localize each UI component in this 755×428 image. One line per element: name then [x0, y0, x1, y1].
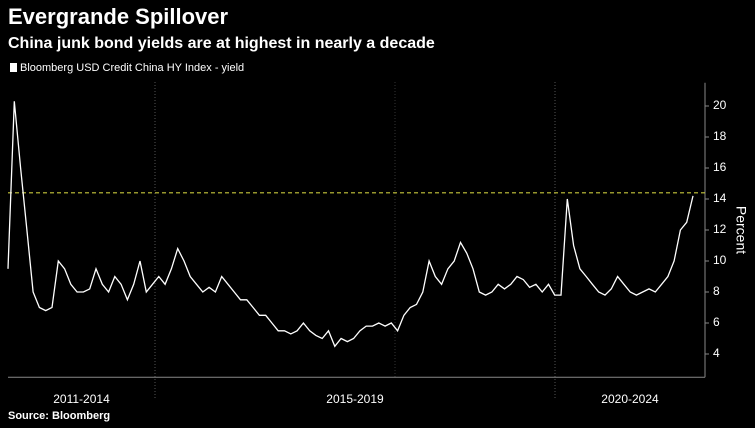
y-tick-label: 8 — [713, 284, 720, 298]
source: Source: Bloomberg — [8, 410, 110, 422]
legend-label: Bloomberg USD Credit China HY Index - yi… — [20, 62, 244, 74]
x-tick-label: 2011-2014 — [53, 392, 110, 406]
y-tick-label: 16 — [713, 160, 727, 174]
x-tick-label: 2015-2019 — [326, 392, 384, 406]
y-tick-label: 14 — [713, 191, 727, 205]
chart-title: Evergrande Spillover — [8, 4, 229, 29]
y-tick-label: 10 — [713, 253, 727, 267]
y-axis-label: Percent — [733, 206, 749, 254]
y-tick-label: 12 — [713, 222, 727, 236]
x-tick-label: 2020-2024 — [601, 392, 659, 406]
y-tick-label: 20 — [713, 98, 727, 112]
chart-subtitle: China junk bond yields are at highest in… — [8, 35, 435, 52]
y-tick-label: 6 — [713, 315, 720, 329]
legend-swatch — [10, 63, 17, 72]
y-tick-label: 18 — [713, 129, 727, 143]
y-tick-label: 4 — [713, 346, 720, 360]
line — [7, 101, 694, 348]
